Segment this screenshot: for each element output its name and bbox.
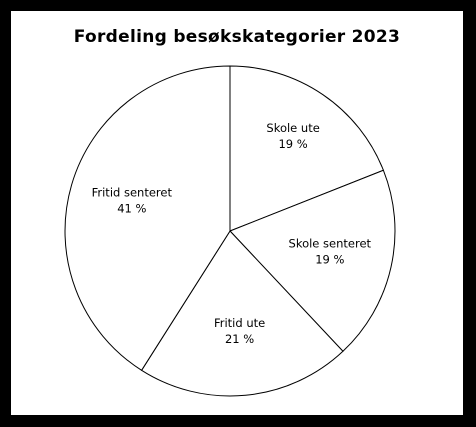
pie-slice-skole-senteret <box>229 169 396 352</box>
slice-value-label: 21 % <box>225 332 254 346</box>
pie-slice-fritid-senteret <box>64 65 231 372</box>
slice-label: Skole senteret <box>289 236 372 250</box>
slice-label: Skole ute <box>266 121 319 135</box>
slice-label: Fritid ute <box>214 316 265 330</box>
slice-value-label: 19 % <box>315 252 344 266</box>
pie-slice-fritid-ute <box>140 230 344 397</box>
pie-slice-skole-ute <box>229 65 385 232</box>
slice-value-label: 19 % <box>278 137 307 151</box>
slice-value-label: 41 % <box>117 202 146 216</box>
chart-panel: Fordeling besøkskategorier 2023 Skole ut… <box>11 11 463 415</box>
chart-title: Fordeling besøkskategorier 2023 <box>73 27 401 47</box>
slice-label: Fritid senteret <box>92 186 173 200</box>
pie-chart: Skole ute 19 % Skole senteret 19 % Fritid ut… <box>64 65 396 397</box>
